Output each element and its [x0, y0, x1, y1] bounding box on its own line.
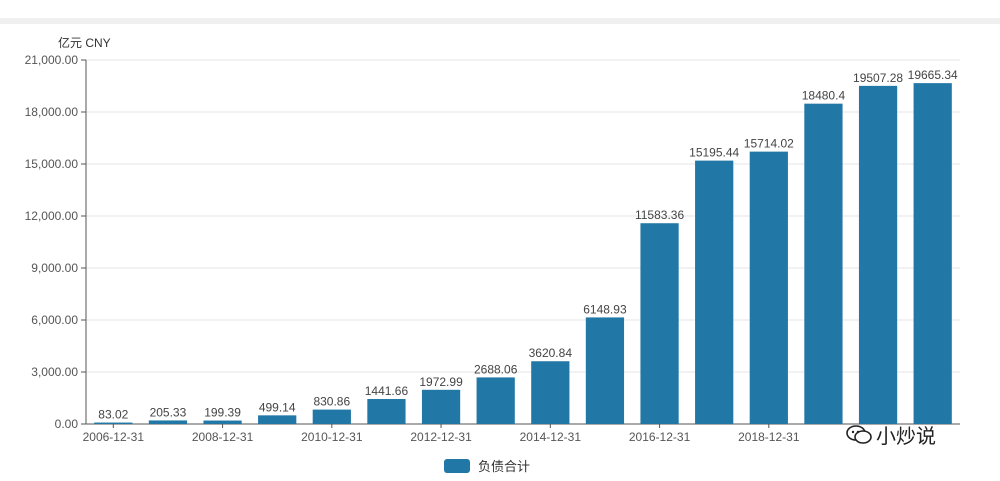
y-axis-unit-label: 亿元 CNY [58, 35, 111, 50]
bar[interactable] [640, 223, 679, 424]
data-label: 15195.44 [689, 146, 739, 160]
bar[interactable] [531, 361, 570, 424]
data-label: 830.86 [313, 395, 350, 409]
data-label: 19507.28 [853, 71, 903, 85]
bar[interactable] [148, 420, 188, 424]
bar[interactable] [858, 85, 898, 424]
data-label: 15714.02 [744, 137, 794, 151]
bar[interactable] [695, 160, 734, 424]
data-label: 19665.34 [908, 68, 958, 82]
y-tick-label: 12,000.00 [25, 209, 79, 223]
chat-bubble-icon [846, 424, 872, 444]
watermark-text: 小炒说 [876, 424, 936, 448]
x-tick-label: 2008-12-31 [192, 430, 254, 444]
data-label: 11583.36 [635, 208, 684, 222]
bars [94, 83, 952, 425]
y-tick-label: 9,000.00 [31, 261, 78, 275]
legend-swatch [444, 458, 470, 473]
x-tick-label: 2016-12-31 [629, 430, 691, 444]
data-label: 499.14 [259, 400, 296, 414]
bar[interactable] [804, 103, 843, 424]
y-tick-label: 21,000.00 [25, 53, 79, 67]
data-label: 199.39 [204, 406, 241, 420]
data-label: 18480.4 [802, 89, 846, 103]
x-tick-label: 2010-12-31 [301, 430, 363, 444]
legend[interactable]: 负债合计 [444, 456, 530, 475]
data-label: 6148.93 [583, 302, 627, 316]
y-tick-label: 15,000.00 [25, 157, 79, 171]
x-tick-label: 2006-12-31 [83, 430, 145, 444]
data-label: 205.33 [150, 405, 187, 419]
y-tick-label: 18,000.00 [25, 105, 79, 119]
bar[interactable] [258, 415, 297, 424]
labels: 0.00 3,000.00 6,000.00 9,000.00 12,000.00 15,… [25, 53, 958, 444]
bar[interactable] [367, 399, 406, 424]
watermark: 小炒说 [846, 420, 936, 449]
x-tick-label: 2014-12-31 [520, 430, 582, 444]
data-label: 83.02 [98, 408, 128, 422]
bar[interactable] [203, 420, 242, 424]
bar[interactable] [421, 389, 461, 424]
bar[interactable] [913, 83, 952, 425]
bar[interactable] [749, 151, 788, 424]
bar[interactable] [312, 409, 351, 424]
data-label: 1972.99 [419, 375, 463, 389]
bar[interactable] [585, 317, 625, 424]
y-tick-label: 6,000.00 [31, 313, 78, 327]
top-divider [0, 18, 1000, 24]
data-label: 3620.84 [529, 346, 573, 360]
bar[interactable] [476, 377, 515, 424]
data-label: 2688.06 [474, 362, 518, 376]
data-label: 1441.66 [365, 384, 409, 398]
y-tick-label: 3,000.00 [31, 365, 78, 379]
bar[interactable] [94, 422, 133, 424]
x-tick-label: 2012-12-31 [410, 430, 472, 444]
x-tick-label: 2018-12-31 [738, 430, 800, 444]
y-tick-label: 0.00 [55, 417, 79, 431]
legend-label: 负债合计 [478, 459, 531, 474]
